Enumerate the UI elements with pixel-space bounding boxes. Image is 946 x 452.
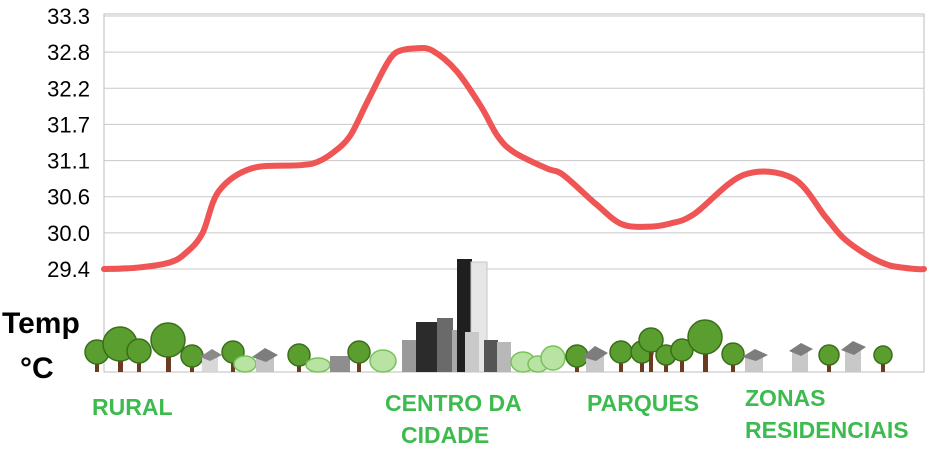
plot-frame [103, 13, 925, 373]
park-tree-icon [638, 327, 664, 372]
park-tree-icon [565, 344, 589, 372]
y-axis-unit-label-celsius: °C [20, 352, 54, 385]
residential-tree-icon [818, 344, 840, 372]
y-tick-label: 30.0 [47, 221, 90, 246]
y-tick-label: 32.2 [47, 76, 90, 101]
house-icon [252, 348, 278, 372]
bush-icon [305, 357, 331, 373]
zone-label-city-center: CENTRO DA CIDADE [385, 390, 527, 448]
y-axis-unit-label: Temp [2, 307, 80, 340]
y-tick-label: 32.8 [47, 40, 90, 65]
y-tick-label: 31.1 [47, 149, 90, 174]
park-tree-icon [687, 319, 723, 372]
zone-label-parks: PARQUES [587, 390, 699, 416]
y-tick-label: 30.6 [47, 185, 90, 210]
rural-tree-icon [150, 322, 186, 372]
series-line [101, 44, 927, 273]
y-tick-label: 31.7 [47, 112, 90, 137]
house-icon [582, 346, 608, 372]
y-tick-label: 33.3 [47, 4, 90, 29]
rural-tree-icon [287, 343, 311, 372]
bush-icon [233, 355, 257, 373]
rural-tree-icon [180, 344, 204, 372]
house-icon [789, 343, 813, 372]
residential-tree-icon [873, 345, 893, 372]
bush-icon [369, 349, 397, 373]
landscape-illustration [84, 259, 893, 373]
y-tick-label: 29.4 [47, 257, 90, 282]
park-tree-icon [721, 342, 745, 372]
zone-label-residential: ZONAS RESIDENCIAIS [745, 385, 909, 443]
bush-icon [510, 345, 566, 373]
rural-tree-icon [126, 338, 152, 372]
house-icon [330, 356, 350, 372]
house-icon [200, 349, 222, 372]
park-tree-icon [609, 340, 633, 372]
house-icon [841, 341, 866, 372]
y-axis-tick-labels: 33.3 32.8 32.2 31.7 31.1 30.6 30.0 29.4 [47, 4, 90, 282]
city-buildings-icon [402, 259, 511, 373]
rural-tree-icon [347, 340, 371, 372]
house-icon [742, 349, 768, 372]
zone-label-rural: RURAL [92, 394, 173, 420]
gridlines [104, 15, 924, 270]
park-tree-icon [670, 338, 694, 372]
